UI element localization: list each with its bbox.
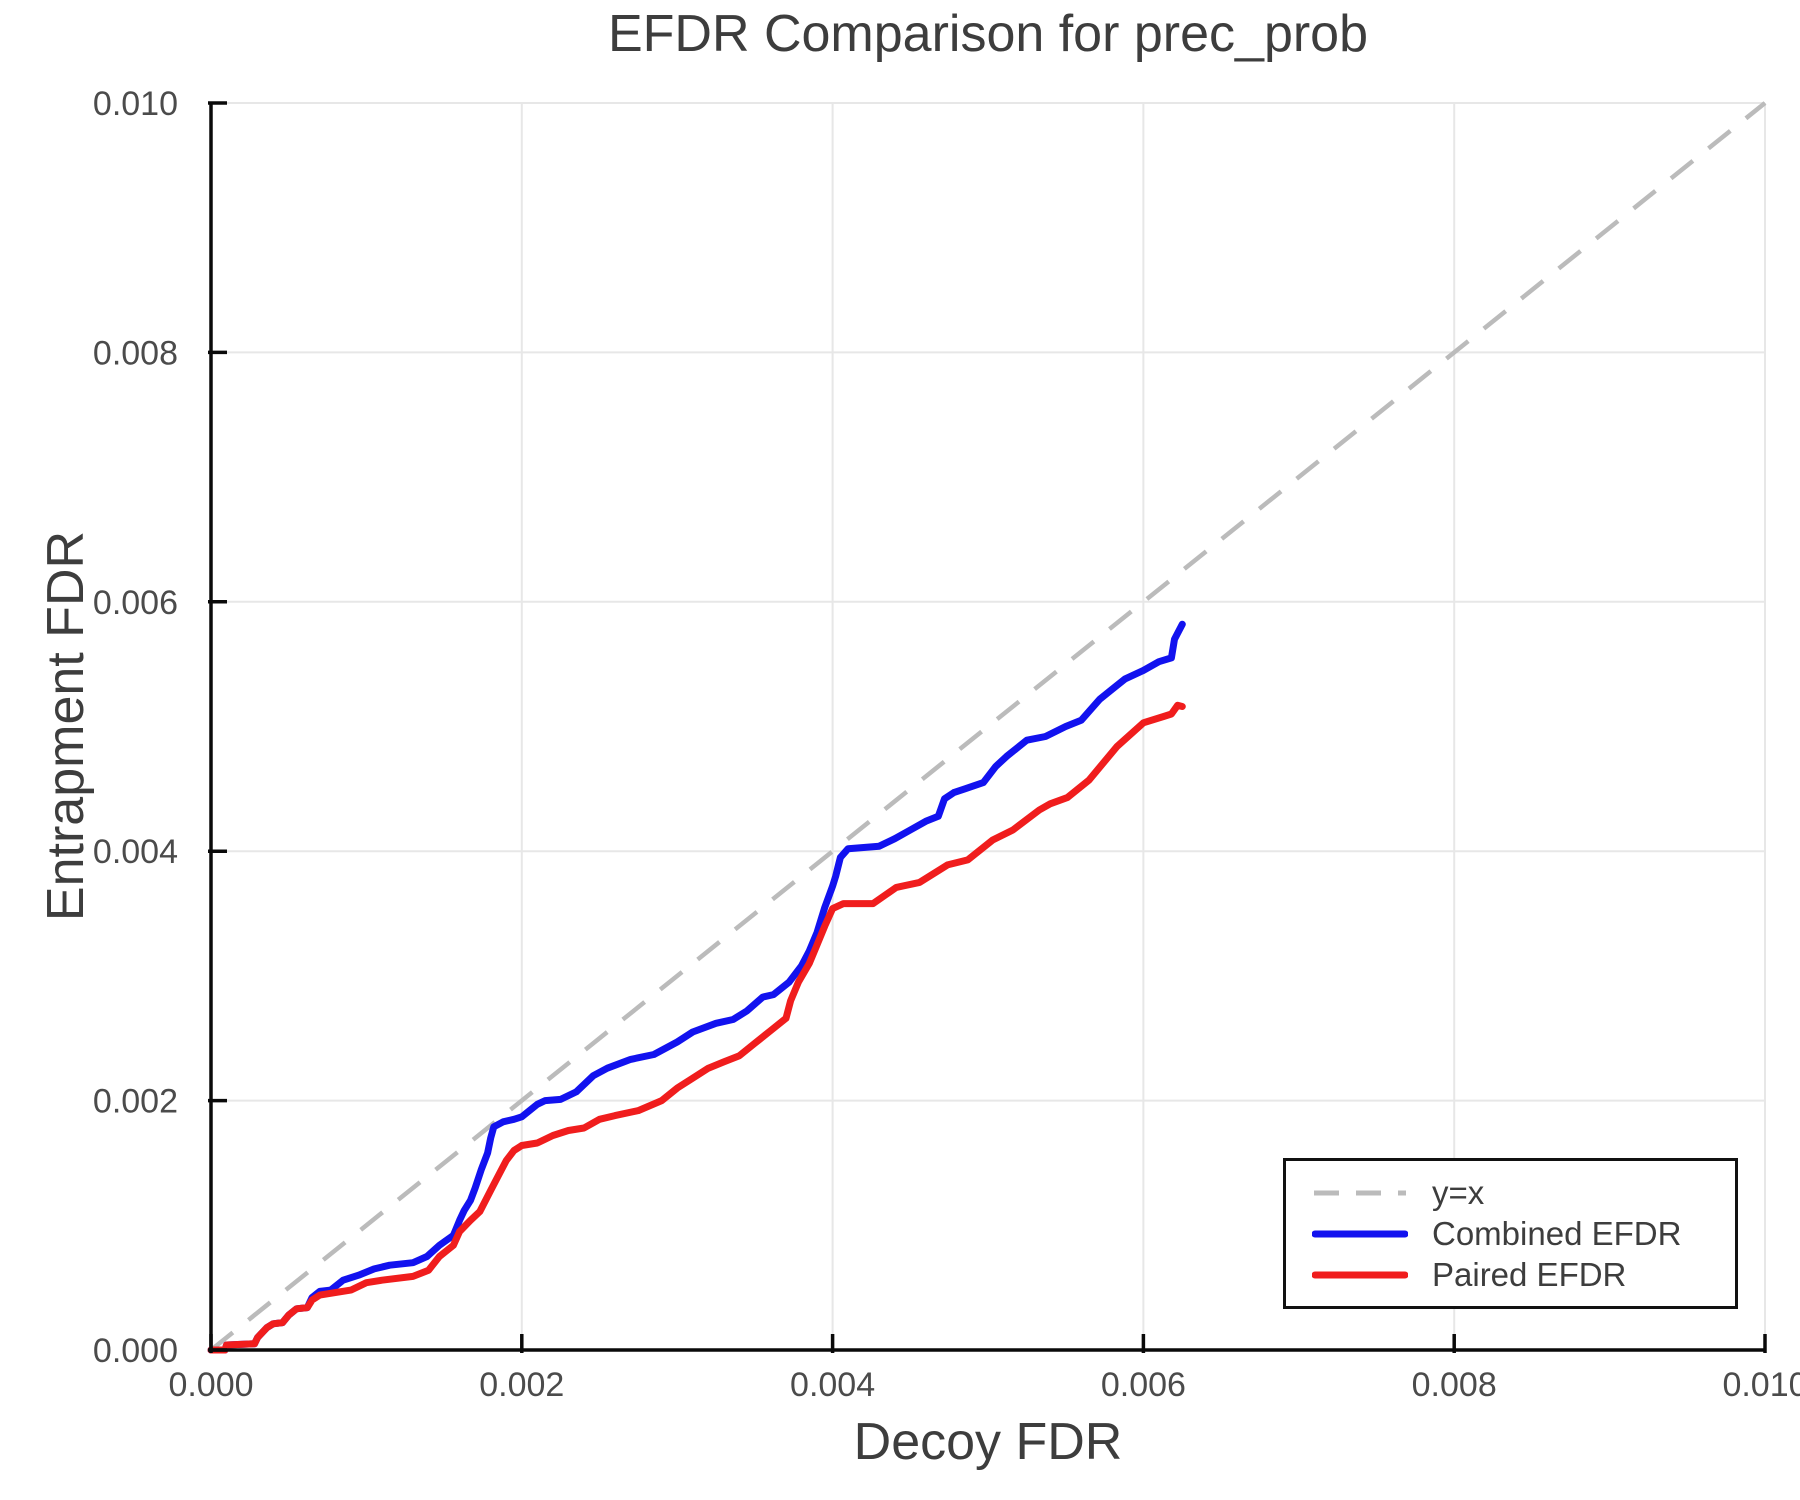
legend-label: y=x: [1432, 1174, 1485, 1211]
legend-label: Combined EFDR: [1432, 1215, 1682, 1252]
legend-label: Paired EFDR: [1432, 1256, 1627, 1293]
legend-swatch-combined-line: [1312, 1230, 1408, 1237]
x-tick-label: 0.010: [1722, 1366, 1800, 1404]
x-axis-title: Decoy FDR: [853, 1413, 1123, 1471]
x-tick-label: 0.006: [1101, 1366, 1186, 1404]
y-tick-label: 0.002: [93, 1083, 178, 1121]
legend-swatch-dashed-line: [1314, 1190, 1406, 1195]
y-tick-label: 0.000: [93, 1332, 178, 1370]
legend-item-paired-efdr: Paired EFDR: [1312, 1254, 1735, 1295]
y-tick-label: 0.010: [93, 85, 178, 123]
y-tick-label: 0.004: [93, 833, 178, 871]
y-tick-label: 0.006: [93, 584, 178, 622]
x-tick-label: 0.000: [168, 1366, 253, 1404]
legend-item-combined-efdr: Combined EFDR: [1312, 1213, 1735, 1254]
y-tick-label: 0.008: [93, 334, 178, 372]
legend-swatch-paired-line: [1312, 1271, 1408, 1278]
y-axis-title: Entrapment FDR: [37, 530, 95, 922]
series-line-combined-efdr: [207, 620, 1186, 1354]
x-tick-label: 0.008: [1412, 1366, 1497, 1404]
legend: y=x Combined EFDR Paired EFDR: [1283, 1158, 1738, 1309]
chart-title: EFDR Comparison for prec_prob: [607, 5, 1369, 63]
x-tick-label: 0.002: [479, 1366, 564, 1404]
x-tick-label: 0.004: [790, 1366, 875, 1404]
legend-item-y-equals-x: y=x: [1312, 1172, 1735, 1213]
series-line-paired-efdr: [207, 701, 1186, 1354]
